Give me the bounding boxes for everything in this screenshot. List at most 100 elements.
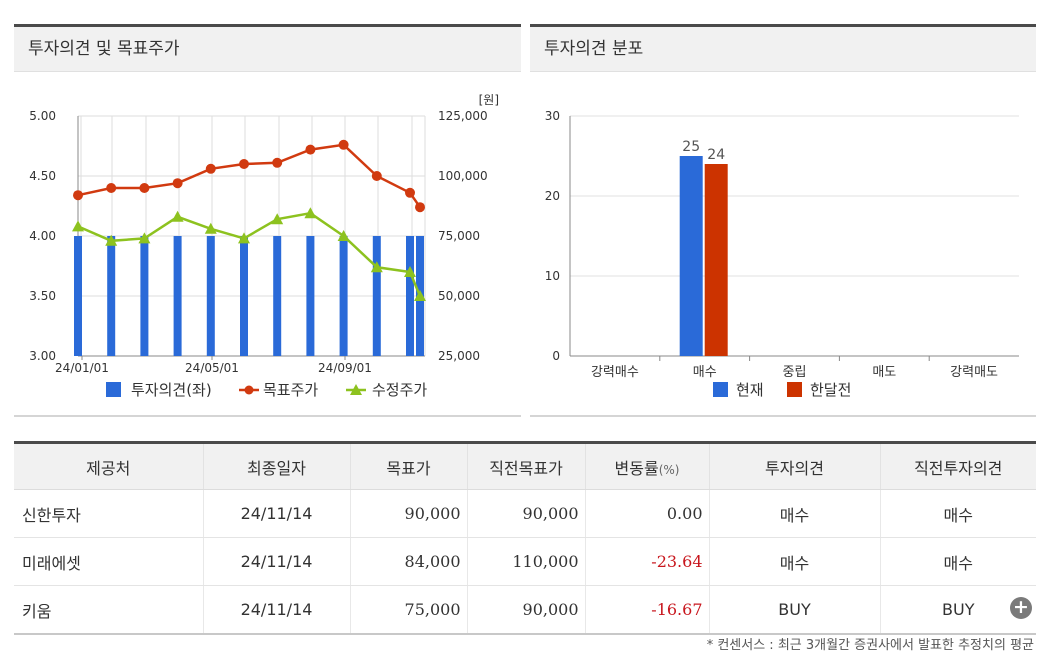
header-date[interactable]: 최종일자 bbox=[202, 442, 350, 490]
change-cell: -23.64 bbox=[584, 537, 709, 586]
target-cell: 84,000 bbox=[349, 537, 467, 586]
adjusted-price-point bbox=[304, 207, 317, 219]
legend-label: 현재 bbox=[736, 381, 764, 399]
opinion-cell: 매수 bbox=[708, 489, 880, 538]
provider-cell: 키움 bbox=[14, 585, 203, 635]
x-tick-label: 중립 bbox=[783, 365, 807, 380]
table-row: 미래에셋 24/11/14 84,000 110,000 -23.64 매수 매… bbox=[14, 537, 1036, 586]
target-price-point bbox=[239, 159, 249, 169]
target-cell: 90,000 bbox=[349, 489, 467, 538]
panel-title: 투자의견 분포 bbox=[530, 27, 1036, 72]
unit-label: [원] bbox=[479, 93, 499, 107]
y-tick-label: 10 bbox=[545, 269, 560, 283]
target-price-point bbox=[106, 183, 117, 193]
legend-label: 투자의견(좌) bbox=[131, 381, 212, 399]
header-prev-opinion[interactable]: 직전투자의견 bbox=[879, 442, 1036, 490]
adjusted-price-line bbox=[77, 211, 422, 297]
change-cell: 0.00 bbox=[584, 489, 709, 538]
prev-target-cell: 110,000 bbox=[466, 537, 585, 586]
date-cell: 24/11/14 bbox=[202, 537, 350, 586]
opinion-bar bbox=[372, 236, 381, 356]
legend-label: 수정주가 bbox=[372, 381, 427, 399]
x-tick-label: 강력매도 bbox=[950, 365, 998, 380]
header-target[interactable]: 목표가 bbox=[349, 442, 467, 490]
target-price-point bbox=[305, 144, 316, 155]
y-left-tick-label: 3.00 bbox=[29, 349, 56, 363]
x-tick-label: 매수 bbox=[693, 365, 717, 380]
x-tick-label: 강력매수 bbox=[591, 365, 639, 380]
prev-opinion-cell: BUY bbox=[879, 585, 1036, 635]
provider-cell: 신한투자 bbox=[14, 489, 203, 538]
y-right-tick-label: 75,000 bbox=[438, 229, 480, 243]
y-tick-label: 30 bbox=[545, 109, 560, 123]
opinion-target-price-panel: 투자의견 및 목표주가 5.00 4.50 4.00 3.50 3.00 125,000 1… bbox=[14, 24, 521, 417]
opinion-bar bbox=[306, 236, 315, 356]
header-prev-target[interactable]: 직전목표가 bbox=[466, 442, 585, 490]
header-opinion[interactable]: 투자의견 bbox=[708, 442, 880, 490]
y-tick-label: 20 bbox=[545, 189, 560, 203]
opinion-bar bbox=[173, 236, 182, 356]
y-left-tick-label: 3.50 bbox=[29, 289, 56, 303]
opinion-cell: 매수 bbox=[708, 537, 880, 586]
header-provider[interactable]: 제공처 bbox=[14, 442, 203, 490]
opinion-bar bbox=[339, 236, 348, 356]
legend-marker-circle bbox=[244, 385, 254, 395]
target-price-line bbox=[77, 143, 422, 208]
opinion-bar bbox=[240, 236, 248, 356]
y-left-tick-label: 4.50 bbox=[29, 169, 56, 183]
adjusted-price-point bbox=[238, 232, 250, 244]
legend-swatch-current bbox=[713, 382, 728, 397]
target-price-point bbox=[205, 163, 216, 174]
target-price-point bbox=[405, 187, 415, 198]
y-right-tick-label: 100,000 bbox=[438, 169, 488, 183]
target-price-point bbox=[272, 157, 283, 168]
adjusted-price-point bbox=[271, 213, 284, 225]
header-change[interactable]: 변동률(%) bbox=[584, 442, 709, 490]
adjusted-price-point bbox=[204, 222, 217, 234]
opinion-bar bbox=[273, 236, 282, 356]
distribution-bar bbox=[704, 164, 728, 356]
more-plus-icon[interactable]: + bbox=[1010, 597, 1032, 619]
opinion-bar bbox=[74, 236, 82, 356]
consensus-footnote: * 컨센서스 : 최근 3개월간 증권사에서 발표한 추정치의 평균 bbox=[706, 638, 1034, 653]
bar-value-label: 24 bbox=[707, 147, 725, 163]
adjusted-price-point bbox=[337, 230, 350, 241]
target-price-point bbox=[338, 139, 349, 150]
date-cell: 24/11/14 bbox=[202, 489, 350, 538]
header-change-label: 변동률 bbox=[614, 458, 659, 478]
y-left-tick-label: 4.00 bbox=[29, 229, 56, 243]
date-cell: 24/11/14 bbox=[202, 585, 350, 635]
adjusted-price-point bbox=[171, 210, 184, 222]
adjusted-price-point bbox=[72, 220, 84, 232]
opinion-bar bbox=[206, 236, 215, 356]
prev-opinion-cell: 매수 bbox=[879, 537, 1036, 586]
target-price-point bbox=[172, 178, 183, 189]
y-right-tick-label: 50,000 bbox=[438, 289, 480, 303]
legend-swatch-bar bbox=[106, 382, 121, 397]
adjusted-price-point bbox=[105, 234, 118, 246]
x-tick-label: 24/09/01 bbox=[318, 361, 372, 375]
legend-swatch-month-ago bbox=[787, 382, 802, 397]
target-cell: 75,000 bbox=[349, 585, 467, 635]
y-tick-label: 0 bbox=[552, 349, 560, 363]
table-row: 키움 24/11/14 75,000 90,000 -16.67 BUY BUY bbox=[14, 585, 1036, 635]
opinion-bar bbox=[107, 236, 116, 356]
legend-label: 목표주가 bbox=[263, 381, 318, 399]
legend-label: 한달전 bbox=[810, 381, 851, 399]
target-price-point bbox=[371, 171, 382, 181]
legend-marker-triangle bbox=[350, 384, 362, 395]
table-row: 신한투자 24/11/14 90,000 90,000 0.00 매수 매수 bbox=[14, 489, 1036, 538]
bar-value-label: 25 bbox=[682, 139, 700, 155]
opinion-target-price-chart: 5.00 4.50 4.00 3.50 3.00 125,000 100,000 75,000… bbox=[29, 93, 499, 399]
header-change-unit: (%) bbox=[658, 462, 680, 477]
table-header-row: 제공처 최종일자 목표가 직전목표가 변동률(%) 투자의견 직전투자의견 bbox=[14, 442, 1036, 490]
prev-target-cell: 90,000 bbox=[466, 585, 585, 635]
change-cell: -16.67 bbox=[584, 585, 709, 635]
y-left-tick-label: 5.00 bbox=[29, 109, 56, 123]
x-tick-label: 24/05/01 bbox=[185, 361, 239, 375]
opinion-bar bbox=[140, 236, 149, 356]
adjusted-price-point bbox=[414, 290, 426, 301]
target-price-point bbox=[139, 183, 150, 193]
y-right-tick-label: 25,000 bbox=[438, 349, 480, 363]
